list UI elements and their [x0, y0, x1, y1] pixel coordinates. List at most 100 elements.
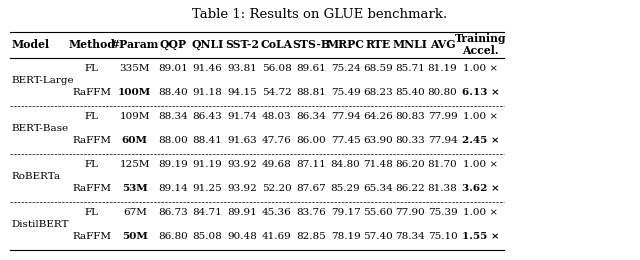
Text: BERT-Base: BERT-Base — [12, 124, 68, 133]
Text: 85.71: 85.71 — [396, 64, 425, 74]
Text: 89.61: 89.61 — [296, 64, 326, 74]
Text: 85.29: 85.29 — [331, 184, 360, 193]
Text: 91.25: 91.25 — [193, 184, 222, 193]
Text: 86.34: 86.34 — [296, 112, 326, 121]
Text: 109M: 109M — [120, 112, 150, 121]
Text: 93.81: 93.81 — [227, 64, 257, 74]
Text: RaFFM: RaFFM — [72, 184, 111, 193]
Text: BERT-Large: BERT-Large — [12, 76, 74, 86]
Text: 85.08: 85.08 — [193, 232, 222, 241]
Text: 91.19: 91.19 — [193, 160, 222, 169]
Text: 89.91: 89.91 — [227, 208, 257, 217]
Text: 41.69: 41.69 — [262, 232, 291, 241]
Text: FL: FL — [84, 112, 99, 121]
Text: 60M: 60M — [122, 136, 148, 145]
Text: Method: Method — [68, 39, 115, 50]
Text: 93.92: 93.92 — [227, 160, 257, 169]
Text: 86.43: 86.43 — [193, 112, 222, 121]
Text: 91.18: 91.18 — [193, 88, 222, 98]
Text: 77.45: 77.45 — [331, 136, 360, 145]
Text: Training
Accel.: Training Accel. — [455, 33, 506, 56]
Text: 54.72: 54.72 — [262, 88, 291, 98]
Text: 75.10: 75.10 — [428, 232, 458, 241]
Text: RTE: RTE — [365, 39, 390, 50]
Text: STS-B: STS-B — [292, 39, 330, 50]
Text: 81.38: 81.38 — [428, 184, 458, 193]
Text: 84.80: 84.80 — [331, 160, 360, 169]
Text: 50M: 50M — [122, 232, 148, 241]
Text: 89.19: 89.19 — [158, 160, 188, 169]
Text: 45.36: 45.36 — [262, 208, 291, 217]
Text: 91.74: 91.74 — [227, 112, 257, 121]
Text: 93.92: 93.92 — [227, 184, 257, 193]
Text: 125M: 125M — [120, 160, 150, 169]
Text: Table 1: Results on GLUE benchmark.: Table 1: Results on GLUE benchmark. — [193, 8, 447, 21]
Text: FL: FL — [84, 160, 99, 169]
Text: 335M: 335M — [120, 64, 150, 74]
Text: 1.00 ×: 1.00 × — [463, 64, 498, 74]
Text: AVG: AVG — [429, 39, 456, 50]
Text: 3.62 ×: 3.62 × — [462, 184, 499, 193]
Text: 80.33: 80.33 — [396, 136, 425, 145]
Text: 48.03: 48.03 — [262, 112, 291, 121]
Text: 87.11: 87.11 — [296, 160, 326, 169]
Text: 1.00 ×: 1.00 × — [463, 112, 498, 121]
Text: 88.00: 88.00 — [158, 136, 188, 145]
Text: 77.99: 77.99 — [428, 112, 458, 121]
Text: MNLI: MNLI — [393, 39, 428, 50]
Text: 89.01: 89.01 — [158, 64, 188, 74]
Text: RaFFM: RaFFM — [72, 88, 111, 98]
Text: 81.19: 81.19 — [428, 64, 458, 74]
Text: 94.15: 94.15 — [227, 88, 257, 98]
Text: 49.68: 49.68 — [262, 160, 291, 169]
Text: 75.49: 75.49 — [331, 88, 360, 98]
Text: 47.76: 47.76 — [262, 136, 291, 145]
Text: 83.76: 83.76 — [296, 208, 326, 217]
Text: 53M: 53M — [122, 184, 148, 193]
Text: 77.94: 77.94 — [428, 136, 458, 145]
Text: 86.73: 86.73 — [158, 208, 188, 217]
Text: 81.70: 81.70 — [428, 160, 458, 169]
Text: 90.48: 90.48 — [227, 232, 257, 241]
Text: 91.46: 91.46 — [193, 64, 222, 74]
Text: MRPC: MRPC — [326, 39, 365, 50]
Text: RaFFM: RaFFM — [72, 232, 111, 241]
Text: 79.17: 79.17 — [331, 208, 360, 217]
Text: 75.24: 75.24 — [331, 64, 360, 74]
Text: 78.34: 78.34 — [396, 232, 425, 241]
Text: RaFFM: RaFFM — [72, 136, 111, 145]
Text: 55.60: 55.60 — [363, 208, 393, 217]
Text: 1.00 ×: 1.00 × — [463, 208, 498, 217]
Text: 64.26: 64.26 — [363, 112, 393, 121]
Text: 2.45 ×: 2.45 × — [462, 136, 499, 145]
Text: 87.67: 87.67 — [296, 184, 326, 193]
Text: FL: FL — [84, 64, 99, 74]
Text: 86.80: 86.80 — [158, 232, 188, 241]
Text: 52.20: 52.20 — [262, 184, 291, 193]
Text: 63.90: 63.90 — [363, 136, 393, 145]
Text: 88.41: 88.41 — [193, 136, 222, 145]
Text: 78.19: 78.19 — [331, 232, 360, 241]
Text: 80.80: 80.80 — [428, 88, 458, 98]
Text: 68.23: 68.23 — [363, 88, 393, 98]
Text: 77.94: 77.94 — [331, 112, 360, 121]
Text: CoLA: CoLA — [260, 39, 292, 50]
Text: 91.63: 91.63 — [227, 136, 257, 145]
Text: RoBERTa: RoBERTa — [12, 172, 61, 181]
Text: 88.81: 88.81 — [296, 88, 326, 98]
Text: 6.13 ×: 6.13 × — [462, 88, 499, 98]
Text: 88.34: 88.34 — [158, 112, 188, 121]
Text: 80.83: 80.83 — [396, 112, 425, 121]
Text: SST-2: SST-2 — [225, 39, 259, 50]
Text: 86.22: 86.22 — [396, 184, 425, 193]
Text: 1.00 ×: 1.00 × — [463, 160, 498, 169]
Text: 71.48: 71.48 — [363, 160, 393, 169]
Text: 65.34: 65.34 — [363, 184, 393, 193]
Text: 86.00: 86.00 — [296, 136, 326, 145]
Text: Model: Model — [12, 39, 50, 50]
Text: QNLI: QNLI — [191, 39, 223, 50]
Text: QQP: QQP — [159, 39, 186, 50]
Text: 89.14: 89.14 — [158, 184, 188, 193]
Text: #Param: #Param — [111, 39, 159, 50]
Text: 100M: 100M — [118, 88, 151, 98]
